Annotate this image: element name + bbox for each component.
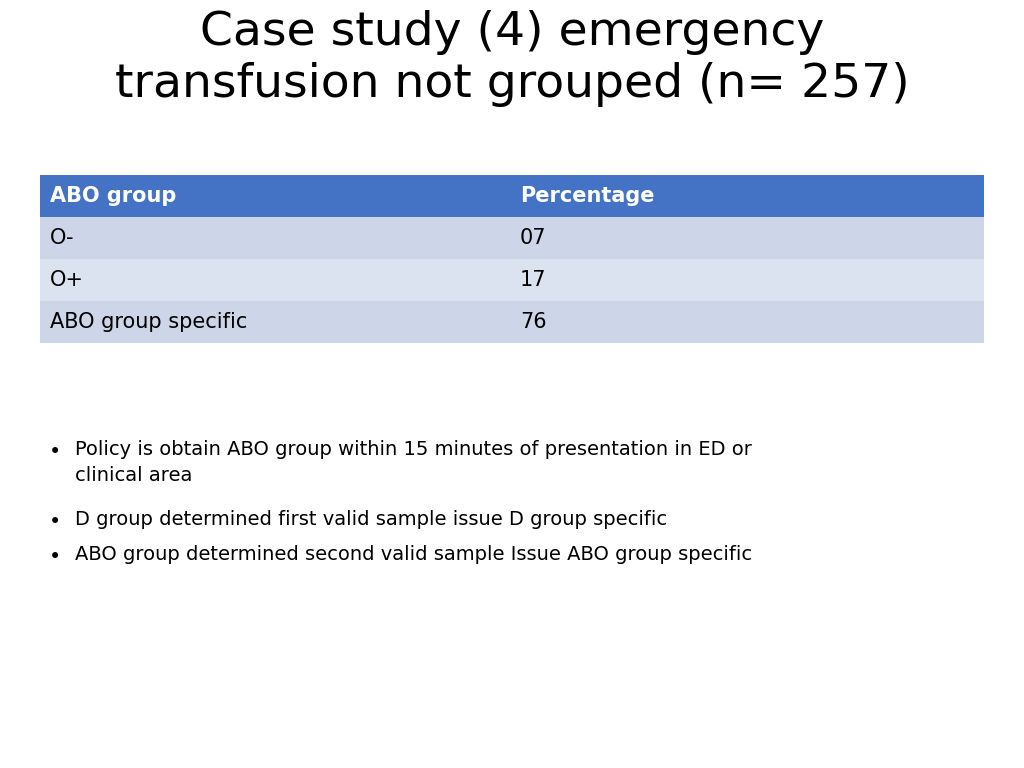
Bar: [40, 259, 510, 301]
Text: •: •: [49, 547, 61, 567]
Text: O-: O-: [50, 228, 75, 248]
Text: Policy is obtain ABO group within 15 minutes of presentation in ED or: Policy is obtain ABO group within 15 min…: [75, 440, 752, 459]
Bar: [510, 217, 984, 259]
Bar: [510, 259, 984, 301]
Text: 76: 76: [520, 312, 547, 332]
Bar: [40, 175, 510, 217]
Text: 17: 17: [520, 270, 547, 290]
Bar: [40, 217, 510, 259]
Text: ABO group: ABO group: [50, 186, 176, 206]
Text: Case study (4) emergency
transfusion not grouped (n= 257): Case study (4) emergency transfusion not…: [115, 10, 909, 107]
Text: 07: 07: [520, 228, 547, 248]
Bar: [510, 175, 984, 217]
Text: D group determined first valid sample issue D group specific: D group determined first valid sample is…: [75, 510, 667, 529]
Text: ABO group determined second valid sample Issue ABO group specific: ABO group determined second valid sample…: [75, 545, 752, 564]
Text: •: •: [49, 512, 61, 532]
Text: O+: O+: [50, 270, 84, 290]
Text: Percentage: Percentage: [520, 186, 654, 206]
Bar: [40, 301, 510, 343]
Text: ABO group specific: ABO group specific: [50, 312, 248, 332]
Text: clinical area: clinical area: [75, 466, 193, 485]
Bar: [510, 301, 984, 343]
Text: •: •: [49, 442, 61, 462]
